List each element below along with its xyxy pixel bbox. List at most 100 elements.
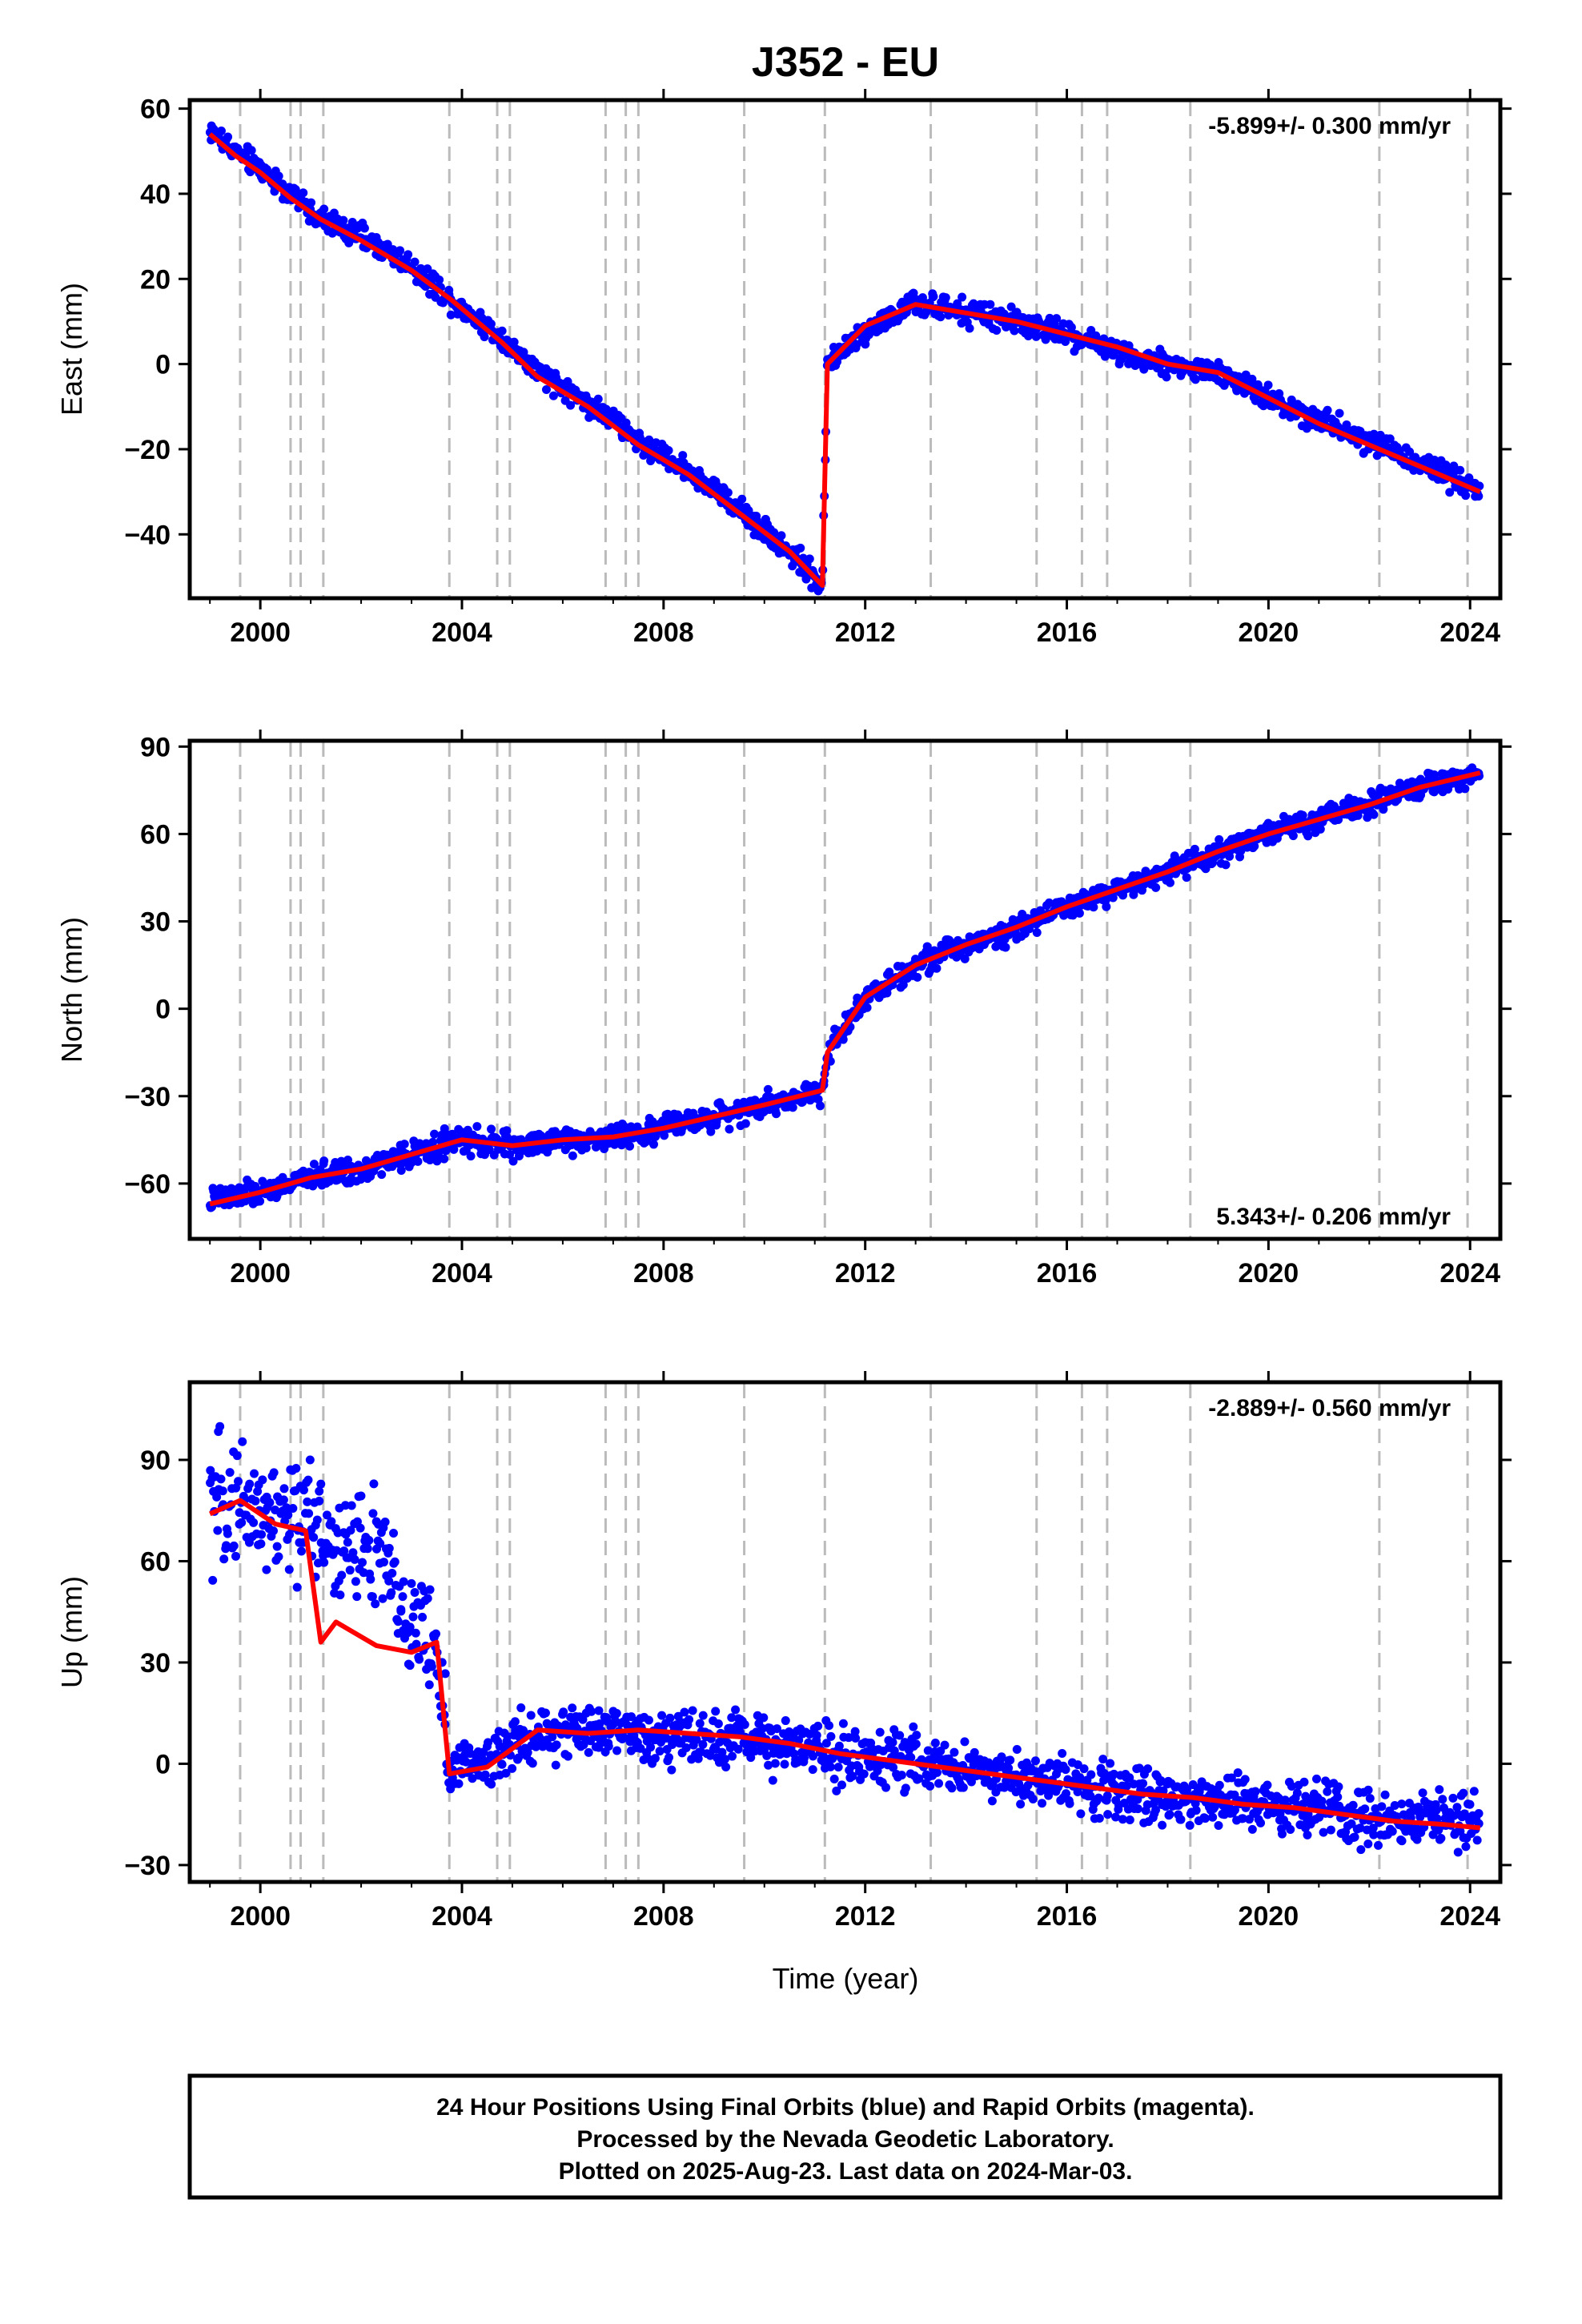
observation-point — [563, 1751, 572, 1761]
observation-point — [510, 1717, 520, 1727]
observation-point — [1247, 1824, 1257, 1834]
observation-point — [1303, 831, 1313, 841]
observation-point — [1368, 1823, 1378, 1833]
observation-point — [423, 264, 432, 274]
observation-point — [238, 1437, 247, 1446]
observation-point — [1461, 1842, 1471, 1852]
x-tick-label: 2008 — [633, 1901, 694, 1932]
observation-point — [208, 1575, 218, 1585]
observation-point — [1292, 1788, 1302, 1798]
observation-point — [319, 204, 329, 214]
model-line — [208, 132, 1481, 589]
observation-point — [1062, 1789, 1071, 1799]
observation-point — [1103, 1810, 1113, 1819]
observation-point — [396, 246, 405, 255]
observation-point — [432, 1156, 442, 1166]
y-tick-label: 20 — [140, 264, 171, 295]
observation-point — [1162, 1797, 1171, 1807]
observation-point — [1076, 1809, 1086, 1819]
observation-point — [379, 1558, 388, 1567]
observation-point — [681, 1743, 691, 1752]
observation-point — [932, 963, 942, 973]
observation-point — [288, 1504, 298, 1514]
up-panel: 2000 2004 2008 2012 2016 2020 2024 90 60 30 0 −30 Up… — [55, 1371, 1512, 1932]
observation-point — [316, 1479, 326, 1489]
x-tick-label: 2012 — [835, 617, 896, 648]
observation-point — [914, 1774, 924, 1783]
observation-point — [340, 1501, 350, 1510]
observation-point — [1431, 1805, 1441, 1815]
y-tick-label: 30 — [140, 907, 171, 938]
observation-point — [396, 1606, 406, 1616]
observation-point — [1356, 1845, 1366, 1855]
observation-point — [731, 1705, 741, 1715]
observation-point — [393, 1617, 403, 1626]
observation-point — [216, 127, 226, 136]
observation-point — [1448, 1793, 1458, 1803]
observation-point — [1165, 878, 1174, 887]
observation-point — [423, 1594, 432, 1603]
observation-point — [850, 1727, 860, 1736]
observation-point — [838, 1719, 848, 1728]
observation-point — [909, 1722, 918, 1731]
observation-point — [711, 1707, 721, 1716]
observation-point — [253, 1486, 263, 1496]
observation-point — [813, 1721, 823, 1731]
observation-point — [713, 1719, 723, 1729]
observation-point — [468, 1774, 477, 1783]
observation-point — [1230, 1805, 1239, 1815]
observation-point — [593, 394, 603, 404]
observation-point — [1165, 1810, 1174, 1819]
observation-point — [768, 1775, 777, 1785]
observation-point — [1227, 1773, 1236, 1783]
observation-point — [586, 1736, 596, 1746]
observation-point — [781, 1716, 790, 1726]
observation-point — [1138, 1779, 1148, 1788]
observation-point — [1299, 1777, 1309, 1787]
observation-point — [888, 1738, 897, 1747]
observation-point — [216, 1474, 226, 1484]
observation-point — [1461, 491, 1471, 501]
observation-point — [1469, 1787, 1479, 1796]
observation-point — [466, 1152, 476, 1161]
observation-point — [405, 1622, 415, 1632]
observation-point — [763, 1084, 773, 1094]
x-tick-label: 2024 — [1439, 617, 1500, 648]
observation-point — [717, 1747, 727, 1757]
observation-point — [837, 1780, 846, 1790]
observation-point — [375, 1538, 385, 1548]
observation-point — [897, 1771, 906, 1780]
observation-point — [594, 1706, 604, 1715]
observation-point — [1460, 784, 1470, 794]
observation-point — [218, 1486, 227, 1496]
observation-point — [412, 1639, 421, 1649]
observation-point — [1432, 1814, 1442, 1823]
observation-point — [737, 494, 747, 504]
footer-line-3: Plotted on 2025-Aug-23. Last data on 202… — [559, 2158, 1133, 2185]
observation-point — [1465, 1799, 1475, 1809]
observation-point — [1363, 1785, 1373, 1795]
observation-point — [1122, 1781, 1132, 1791]
observation-point — [1436, 1833, 1446, 1843]
observation-point — [440, 1669, 450, 1679]
observation-point — [380, 1518, 390, 1527]
observation-point — [1200, 1814, 1210, 1823]
observation-point — [646, 1743, 656, 1752]
observation-point — [733, 1744, 743, 1754]
observation-point — [1079, 1764, 1089, 1774]
observation-point — [909, 288, 918, 298]
observation-point — [1032, 927, 1042, 937]
observation-point — [833, 1763, 843, 1772]
observation-point — [762, 1751, 772, 1760]
observation-point — [889, 1746, 899, 1755]
observation-point — [1263, 1780, 1272, 1790]
observation-point — [940, 1740, 950, 1750]
x-tick-label: 2004 — [432, 1258, 492, 1289]
observation-point — [303, 1475, 313, 1485]
observation-point — [655, 1747, 665, 1756]
observation-point — [428, 1137, 438, 1147]
y-tick-label: 0 — [155, 1749, 171, 1779]
observation-point — [262, 1565, 271, 1574]
observation-point — [1335, 408, 1344, 418]
observation-point — [305, 1455, 315, 1465]
